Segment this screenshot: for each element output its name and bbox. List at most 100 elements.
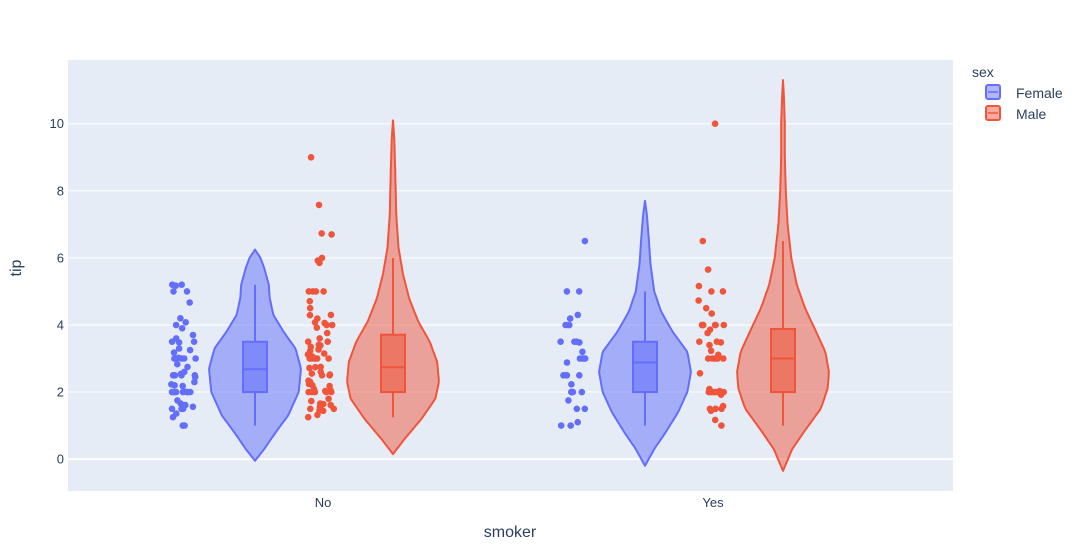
x-axis-ticks: No Yes — [315, 495, 724, 510]
data-point — [306, 364, 313, 372]
data-point — [313, 324, 321, 332]
data-point — [580, 355, 588, 362]
data-point — [308, 370, 316, 377]
data-point — [325, 395, 332, 403]
data-point — [324, 338, 332, 346]
data-point — [306, 311, 314, 319]
data-point — [704, 266, 712, 273]
x-tick-label: Yes — [702, 495, 724, 510]
data-point — [174, 397, 181, 404]
y-tick-label: 4 — [57, 317, 64, 332]
data-point — [314, 315, 321, 322]
data-point — [170, 388, 178, 396]
data-point — [304, 413, 312, 421]
data-point — [715, 351, 722, 359]
data-point — [173, 410, 180, 417]
data-point — [174, 360, 181, 368]
data-point — [327, 311, 335, 319]
data-point — [315, 201, 323, 209]
violins — [208, 79, 830, 472]
data-point — [191, 372, 199, 379]
data-point — [316, 400, 324, 407]
data-point — [328, 231, 335, 238]
data-point — [708, 310, 715, 317]
data-point — [186, 299, 193, 306]
data-point — [567, 422, 574, 429]
data-point — [316, 335, 324, 342]
data-point — [699, 237, 707, 245]
data-point — [305, 288, 313, 295]
legend-title: sex — [972, 64, 994, 80]
box-iqr — [380, 333, 406, 394]
data-point — [718, 422, 725, 429]
x-tick-label: No — [315, 495, 332, 510]
data-point — [702, 304, 710, 312]
data-point — [704, 355, 712, 362]
data-points — [168, 120, 728, 429]
data-point — [177, 315, 184, 322]
plot-background — [68, 60, 953, 491]
data-point — [180, 355, 188, 362]
data-point — [312, 363, 319, 371]
data-point — [178, 325, 186, 332]
y-tick-label: 6 — [57, 250, 64, 265]
data-point — [318, 254, 326, 262]
data-point — [175, 345, 183, 352]
data-point — [560, 372, 567, 379]
data-point — [716, 387, 723, 395]
data-point — [720, 355, 727, 362]
data-point — [563, 288, 571, 295]
box-iqr — [242, 340, 268, 394]
data-point — [304, 338, 312, 346]
data-point — [168, 405, 176, 413]
data-point — [321, 319, 328, 327]
data-point — [321, 387, 329, 395]
data-point — [706, 405, 714, 413]
data-point — [181, 368, 188, 376]
data-point — [327, 401, 335, 409]
data-point — [307, 154, 315, 161]
data-point — [307, 343, 315, 351]
legend[interactable]: sex Female Male — [972, 64, 1063, 122]
data-point — [712, 321, 719, 329]
data-point — [563, 359, 571, 366]
data-point — [169, 281, 176, 289]
data-point — [562, 321, 569, 329]
data-point — [172, 335, 180, 342]
legend-label: Male — [1016, 106, 1047, 122]
data-point — [315, 341, 323, 349]
data-point — [308, 397, 315, 405]
data-point — [712, 405, 719, 413]
y-tick-label: 2 — [57, 385, 64, 400]
data-point — [171, 372, 179, 379]
data-point — [186, 346, 194, 354]
data-point — [190, 338, 198, 346]
data-point — [305, 377, 312, 385]
data-point — [184, 363, 191, 371]
data-point — [181, 388, 188, 396]
data-point — [189, 403, 197, 411]
data-point — [706, 326, 714, 334]
data-point — [183, 288, 191, 295]
y-tick-label: 0 — [57, 452, 64, 467]
data-point — [695, 282, 703, 290]
data-point — [711, 388, 718, 396]
legend-item-male[interactable]: Male — [985, 105, 1047, 122]
data-point — [708, 288, 715, 295]
data-point — [178, 281, 185, 289]
data-point — [566, 315, 574, 322]
data-point — [706, 341, 713, 349]
data-point — [191, 378, 198, 386]
box-iqr — [770, 327, 796, 394]
data-point — [326, 371, 334, 378]
data-point — [179, 382, 186, 390]
data-point — [326, 382, 333, 390]
data-point — [720, 321, 728, 329]
legend-item-female[interactable]: Female — [985, 84, 1063, 101]
data-point — [181, 422, 188, 429]
data-point — [574, 418, 581, 426]
data-point — [189, 331, 197, 339]
data-point — [573, 405, 581, 413]
data-point — [317, 363, 325, 371]
x-axis-title: smoker — [484, 524, 537, 541]
